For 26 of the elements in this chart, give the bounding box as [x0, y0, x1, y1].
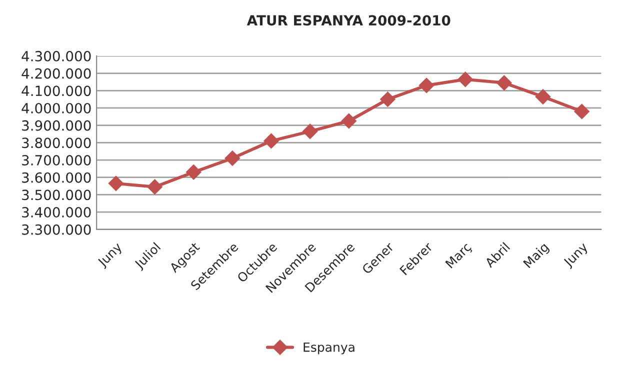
legend-label: Espanya	[304, 342, 354, 354]
point	[224, 150, 240, 166]
point	[264, 133, 279, 149]
y-tick-label: 3.900.000	[22, 120, 91, 131]
point	[186, 164, 202, 180]
y-tick-label: 4.000.000	[22, 102, 91, 114]
y-tick-label: 3.700.000	[22, 154, 91, 166]
y-tick-label: 4.100.000	[22, 86, 91, 96]
y-tick-label: 3.800.000	[22, 138, 91, 148]
point	[380, 92, 396, 107]
point	[574, 104, 590, 120]
point	[418, 78, 434, 94]
point	[496, 75, 512, 90]
point	[108, 176, 124, 191]
y-tick-label: 3.300.000	[22, 224, 91, 235]
chart-title: ATUR ESPANYA 2009-2010	[246, 15, 450, 26]
point	[535, 89, 551, 104]
y-tick-label: 3.400.000	[22, 207, 91, 218]
point	[341, 113, 356, 129]
y-tick-label: 4.200.000	[22, 68, 91, 79]
y-tick-label: 4.300.000	[22, 50, 91, 62]
point	[302, 124, 318, 139]
point	[458, 72, 473, 87]
y-tick-label: 3.600.000	[22, 172, 91, 183]
y-tick-label: 3.500.000	[22, 190, 91, 200]
point	[147, 179, 162, 194]
